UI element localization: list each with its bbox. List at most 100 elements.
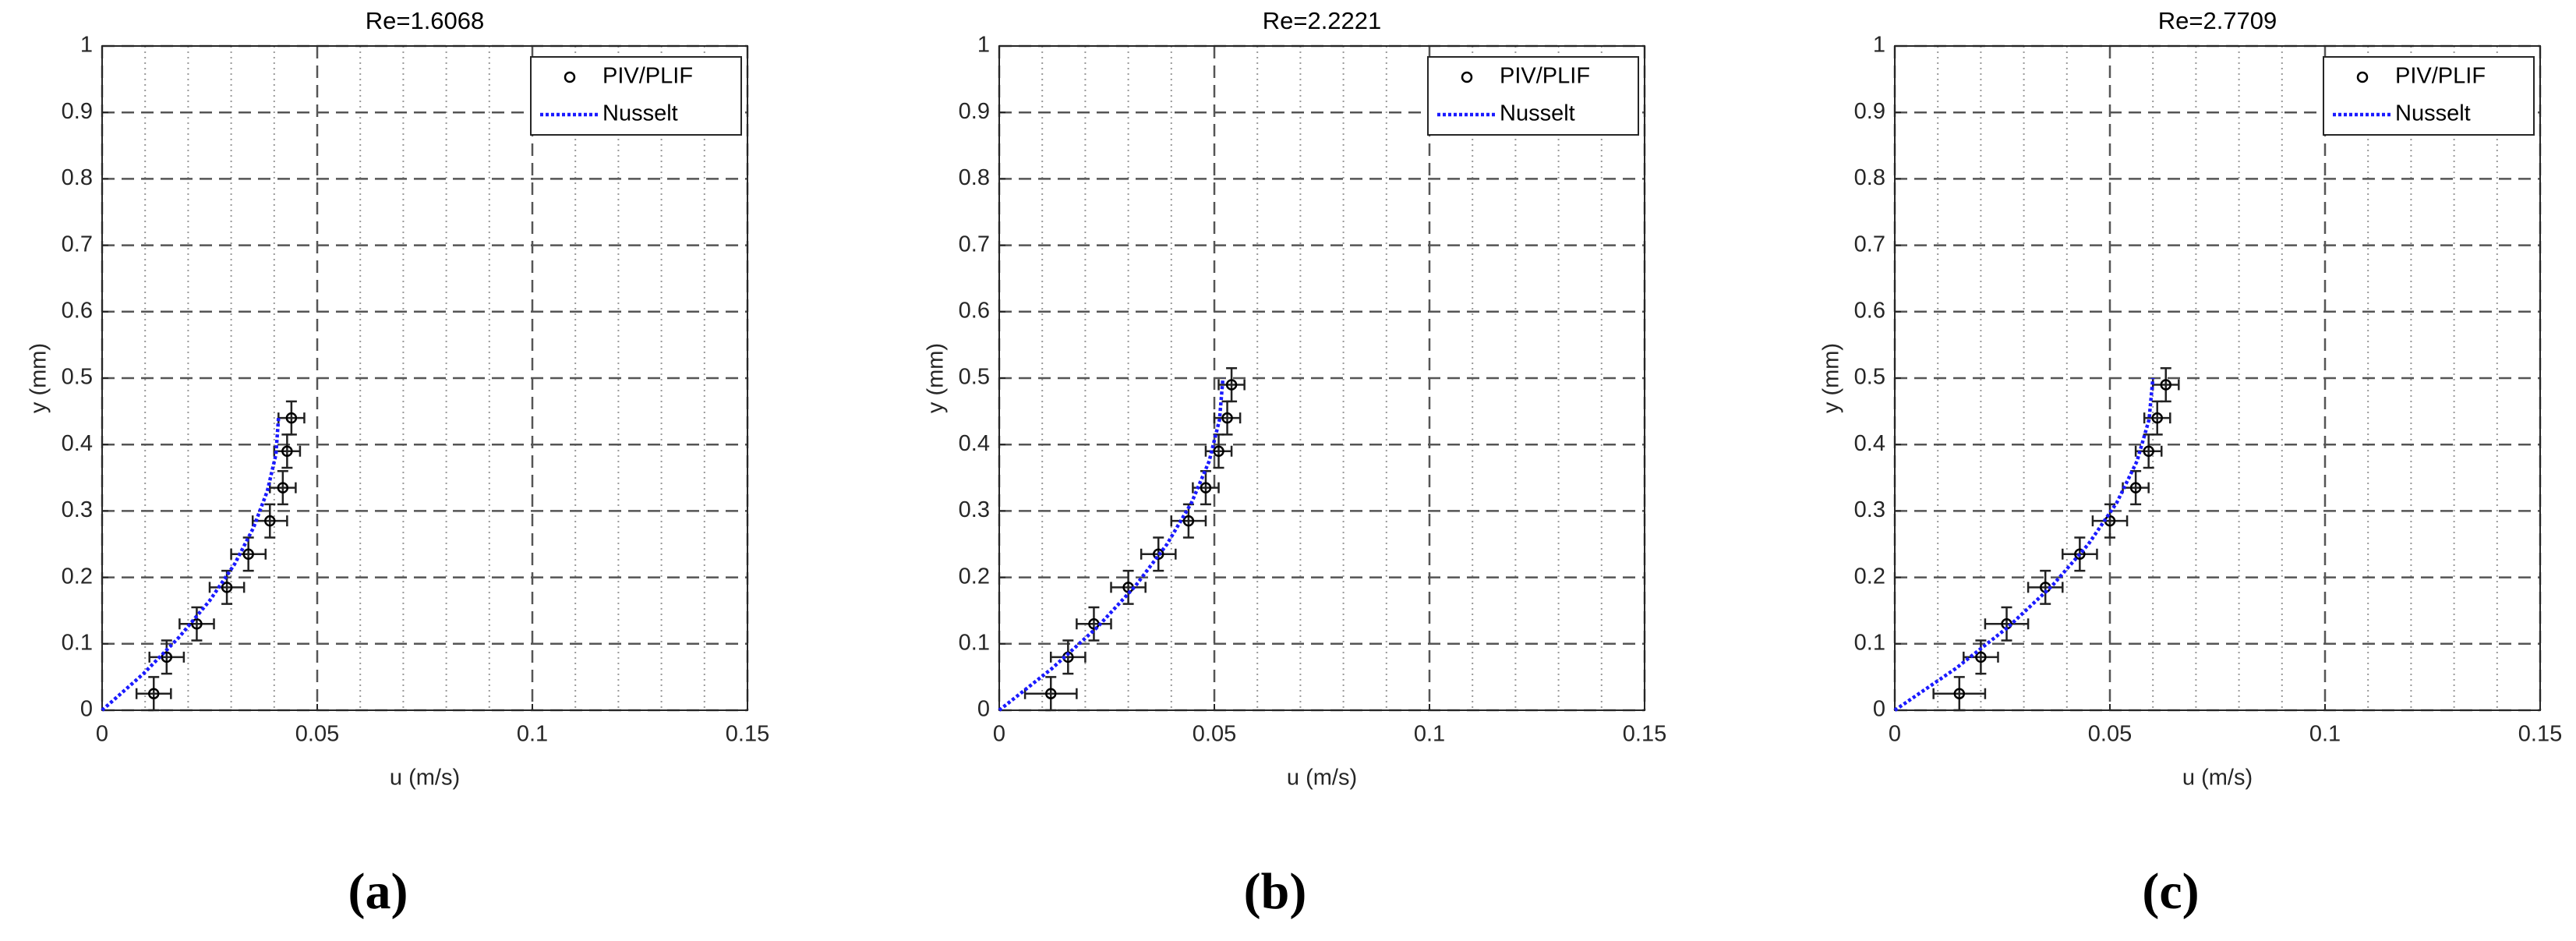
- y-tick-label: 1: [977, 33, 990, 58]
- line: [998, 377, 1225, 712]
- y-tick-label: 0.9: [959, 99, 990, 124]
- x-tick-label: 0.1: [2309, 722, 2341, 747]
- x-axis-label: u (m/s): [390, 766, 460, 791]
- y-tick-label: 0.8: [1854, 165, 1885, 190]
- y-error-bar: [1122, 569, 1134, 605]
- panel-label: (c): [2142, 863, 2199, 920]
- legend-label: PIV/PLIF: [2395, 64, 2486, 89]
- y-error-bar: [1953, 676, 1965, 712]
- legend-marker: [1461, 71, 1473, 83]
- y-error-bar: [2160, 366, 2171, 403]
- marker: [277, 482, 289, 493]
- marker: [2143, 445, 2154, 457]
- y-error-bar: [242, 536, 254, 572]
- y-tick-label: 0.1: [1854, 630, 1885, 655]
- y-tick-label: 0.5: [959, 365, 990, 390]
- y-axis-label: y (mm): [27, 343, 51, 413]
- marker: [1200, 482, 1212, 493]
- marker: [2074, 548, 2086, 561]
- marker: [281, 445, 293, 457]
- x-tick-label: 0.05: [295, 722, 339, 747]
- y-tick-label: 0.8: [62, 165, 93, 190]
- axes-box: [101, 45, 748, 711]
- legend-label: Nusselt: [602, 101, 678, 126]
- x-axis-label: u (m/s): [1287, 766, 1357, 791]
- y-tick-label: 0.8: [959, 165, 990, 190]
- y-error-bar: [221, 569, 233, 605]
- x-tick-label: 0: [96, 722, 108, 747]
- x-tick-label: 0.15: [726, 722, 769, 747]
- axes-box: [1894, 45, 2541, 711]
- x-axis-label: u (m/s): [2182, 766, 2253, 791]
- y-tick-label: 0.9: [62, 99, 93, 124]
- y-tick-label: 1: [80, 33, 93, 58]
- chart: 0 0.05 0.1 0.15 0 0.1 0.2 0.3 0.4 0.5 0.6 0.7 0.8 0.9…: [27, 7, 770, 920]
- y-error-bar: [161, 639, 172, 675]
- y-tick-label: 0.3: [62, 497, 93, 522]
- y-axis-label: y (mm): [924, 343, 949, 413]
- marker: [1975, 651, 1987, 663]
- chart-title: Re=2.2221: [1263, 7, 1382, 34]
- chart-title: Re=1.6068: [366, 7, 485, 34]
- marker: [1221, 412, 1233, 424]
- y-tick-label: 0.6: [62, 298, 93, 323]
- marker: [221, 582, 233, 593]
- y-tick-label: 0: [1873, 697, 1885, 722]
- marker: [264, 515, 276, 527]
- chart-title: Re=2.7709: [2158, 7, 2277, 34]
- marker: [2160, 379, 2172, 391]
- y-error-bar: [2130, 470, 2142, 506]
- x-tick-label: 0: [993, 722, 1005, 747]
- legend-box: [1427, 56, 1639, 136]
- axes-box: [998, 45, 1645, 711]
- y-tick-label: 0.3: [1854, 497, 1885, 522]
- chart: 0 0.05 0.1 0.15 0 0.1 0.2 0.3 0.4 0.5 0.6 0.7 0.8 0.9…: [924, 7, 1667, 920]
- marker: [2129, 482, 2142, 493]
- x-tick-label: 0.1: [1414, 722, 1445, 747]
- y-error-bar: [1226, 366, 1238, 403]
- legend-label: Nusselt: [1500, 101, 1575, 126]
- y-tick-label: 0.7: [1854, 232, 1885, 256]
- y-tick-label: 0.9: [1854, 99, 1885, 124]
- y-tick-label: 0: [80, 697, 93, 722]
- marker: [161, 651, 173, 663]
- marker: [1152, 548, 1164, 561]
- y-tick-label: 0.4: [1854, 431, 1885, 456]
- y-tick-label: 0.3: [959, 497, 990, 522]
- y-tick-label: 0.7: [62, 232, 93, 256]
- marker: [2151, 412, 2163, 424]
- marker: [147, 688, 160, 699]
- x-tick-label: 0.15: [2518, 722, 2562, 747]
- y-tick-label: 0.2: [1854, 564, 1885, 589]
- panel-label: (a): [348, 863, 408, 920]
- x-tick-label: 0.05: [2088, 722, 2132, 747]
- x-tick-label: 0.1: [517, 722, 548, 747]
- legend-label: PIV/PLIF: [1500, 64, 1590, 89]
- y-error-bar: [1088, 606, 1100, 642]
- panel-label: (b): [1244, 863, 1307, 920]
- legend-marker: [2356, 71, 2369, 83]
- marker: [242, 548, 254, 561]
- x-tick-label: 0.15: [1623, 722, 1666, 747]
- marker: [1953, 688, 1966, 699]
- y-tick-label: 0.1: [62, 630, 93, 655]
- legend-box: [530, 56, 742, 136]
- y-tick-label: 0.2: [959, 564, 990, 589]
- x-tick-label: 0: [1889, 722, 1901, 747]
- y-error-bar: [191, 606, 203, 642]
- y-tick-label: 0.5: [1854, 365, 1885, 390]
- y-axis-label: y (mm): [1819, 343, 1844, 413]
- marker: [1182, 515, 1195, 527]
- y-error-bar: [1045, 676, 1057, 712]
- legend-label: PIV/PLIF: [602, 64, 693, 89]
- y-error-bar: [1062, 639, 1074, 675]
- y-error-bar: [1975, 639, 1987, 675]
- y-error-bar: [285, 400, 297, 436]
- marker: [191, 617, 203, 630]
- line: [101, 417, 281, 712]
- y-error-bar: [148, 676, 160, 712]
- marker: [1225, 379, 1238, 391]
- x-tick-label: 0.05: [1193, 722, 1236, 747]
